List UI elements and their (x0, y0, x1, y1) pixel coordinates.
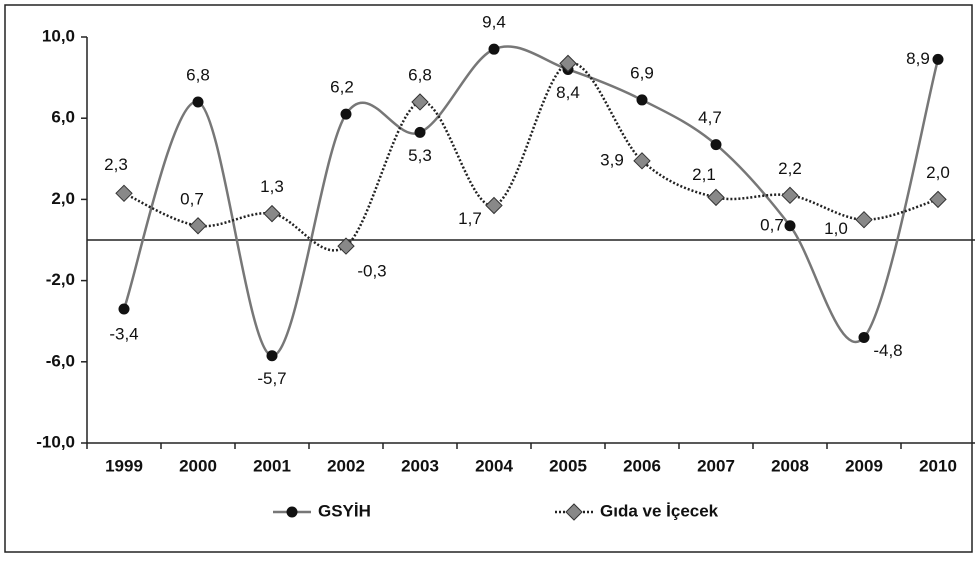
point (115, 184, 133, 203)
point (340, 108, 352, 120)
data-label: 2,0 (926, 163, 950, 182)
x-tick-label: 2005 (549, 456, 587, 475)
data-label: 5,3 (408, 146, 432, 165)
point (781, 186, 799, 205)
x-tick-label: 2008 (771, 456, 809, 475)
point (118, 303, 130, 315)
x-tick-label: 2009 (845, 456, 883, 475)
data-label: 6,8 (408, 65, 432, 84)
legend-marker (286, 506, 298, 518)
point (263, 204, 281, 223)
data-label: 2,2 (778, 159, 802, 178)
x-tick-label: 2000 (179, 456, 217, 475)
x-tick-label: 2010 (919, 456, 957, 475)
point (855, 210, 873, 229)
y-tick-label: -10,0 (36, 432, 75, 451)
data-label: -4,8 (873, 341, 902, 360)
point (710, 139, 722, 151)
x-tick-label: 1999 (105, 456, 143, 475)
data-label: 8,4 (556, 83, 580, 102)
point (192, 96, 204, 108)
point (932, 53, 944, 65)
y-tick-label: 10,0 (42, 26, 75, 45)
x-tick-label: 2004 (475, 456, 513, 475)
point (707, 188, 725, 207)
data-label: 2,1 (692, 165, 716, 184)
point (414, 126, 426, 138)
point (633, 152, 651, 170)
x-tick-label: 2001 (253, 456, 291, 475)
point (784, 220, 796, 232)
y-tick-label: -2,0 (46, 270, 75, 289)
legend-marker (565, 503, 583, 521)
point (337, 237, 355, 255)
data-label: -3,4 (109, 325, 138, 344)
point (929, 190, 947, 209)
data-label: 9,4 (482, 13, 506, 32)
y-tick-label: 2,0 (51, 189, 75, 208)
data-label: 1,0 (824, 219, 848, 238)
data-label: 6,9 (630, 63, 654, 82)
data-label: 1,7 (458, 209, 482, 228)
legend-label: GSYİH (318, 501, 371, 520)
data-label: -5,7 (257, 369, 286, 388)
data-label: 1,3 (260, 177, 284, 196)
x-tick-label: 2006 (623, 456, 661, 475)
data-label: -0,3 (357, 262, 386, 281)
data-label: 0,7 (760, 215, 784, 234)
data-label: 3,9 (600, 150, 624, 169)
x-tick-label: 2003 (401, 456, 439, 475)
y-tick-label: 6,0 (51, 108, 75, 127)
legend-label: Gıda ve İçecek (600, 501, 719, 520)
point (189, 217, 207, 235)
data-label: 6,8 (186, 65, 210, 84)
point (858, 331, 870, 343)
point (636, 94, 648, 106)
point (485, 196, 503, 215)
y-tick-label: -6,0 (46, 351, 75, 370)
chart-border (4, 4, 973, 553)
point (488, 43, 500, 55)
data-label: 0,7 (180, 189, 204, 208)
data-label: 6,2 (330, 78, 354, 97)
point (559, 54, 577, 73)
x-tick-label: 2007 (697, 456, 735, 475)
data-label: 4,7 (698, 108, 722, 127)
x-tick-label: 2002 (327, 456, 365, 475)
point (411, 93, 429, 111)
data-label: 2,3 (104, 155, 128, 174)
data-label: 8,9 (906, 49, 930, 68)
point (266, 350, 278, 362)
